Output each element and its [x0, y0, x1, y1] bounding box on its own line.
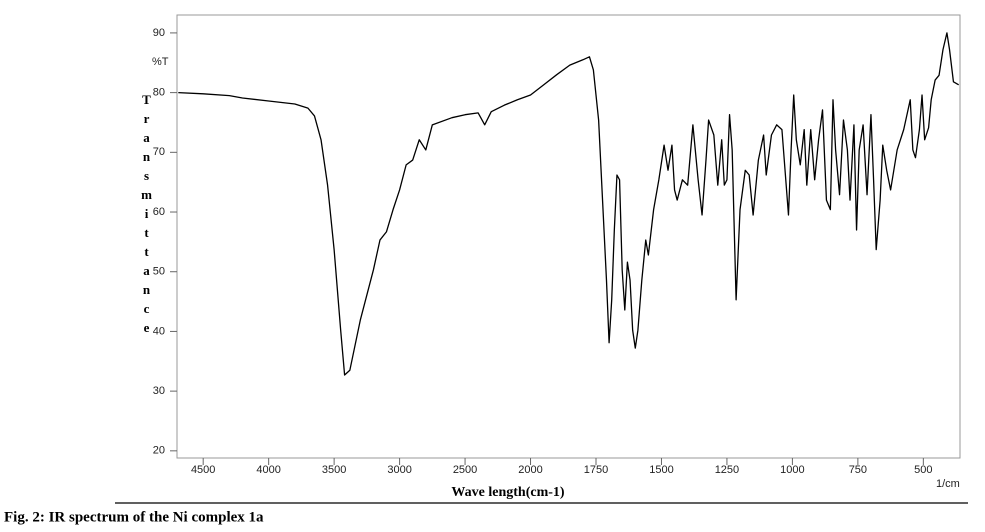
- y-tick-label: 90: [153, 27, 165, 39]
- x-tick-label: 3000: [387, 464, 411, 476]
- plot-frame: [176, 14, 961, 459]
- x-tick-label: 4500: [191, 464, 215, 476]
- x-tick-label: 4000: [256, 464, 280, 476]
- x-tick-label: 1250: [715, 464, 739, 476]
- x-tick-label: 1500: [649, 464, 673, 476]
- x-axis-label: Wave length(cm-1): [451, 485, 564, 500]
- y-unit: %T: [152, 56, 169, 68]
- x-unit: 1/cm: [936, 478, 960, 490]
- y-tick-label: 30: [153, 385, 165, 397]
- spectrum-line: [178, 32, 960, 376]
- x-tick-label: 2500: [453, 464, 477, 476]
- x-tick-label: 2000: [518, 464, 542, 476]
- x-tick-label: 1750: [584, 464, 608, 476]
- y-tick-label: 20: [153, 445, 165, 457]
- y-axis-label: Transmittance: [139, 92, 154, 339]
- caption: Fig. 2: IR spectrum of the Ni complex 1a: [4, 509, 264, 525]
- y-tick-label: 70: [153, 146, 165, 158]
- x-tick-label: 750: [849, 464, 867, 476]
- x-tick-label: 1000: [780, 464, 804, 476]
- y-tick-label: 60: [153, 206, 165, 218]
- x-tick-label: 3500: [322, 464, 346, 476]
- y-tick-label: 50: [153, 266, 165, 278]
- y-tick-label: 80: [153, 87, 165, 99]
- y-tick-label: 40: [153, 325, 165, 337]
- x-tick-label: 500: [914, 464, 932, 476]
